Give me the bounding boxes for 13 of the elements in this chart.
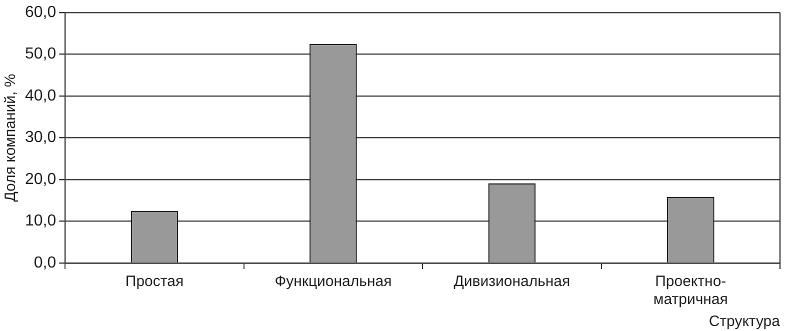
y-tick-label: 10,0 [25, 212, 56, 230]
x-tick-label: Проектно-матричная [653, 273, 728, 308]
y-tick-label: 40,0 [25, 87, 56, 104]
x-tick-label: Функциональная [274, 273, 392, 290]
x-tick-label: Дивизиональная [454, 273, 570, 290]
y-tick-label: 20,0 [25, 170, 56, 188]
y-tick-label: 60,0 [25, 4, 56, 22]
y-tick-label: 30,0 [25, 129, 56, 146]
y-tick-label: 50,0 [25, 46, 56, 63]
x-tick-label: Простая [125, 273, 184, 290]
y-tick-label: 0,0 [34, 254, 56, 272]
x-axis-title: Структура [708, 313, 781, 330]
y-axis-title: Доля компаний, % [2, 74, 20, 202]
